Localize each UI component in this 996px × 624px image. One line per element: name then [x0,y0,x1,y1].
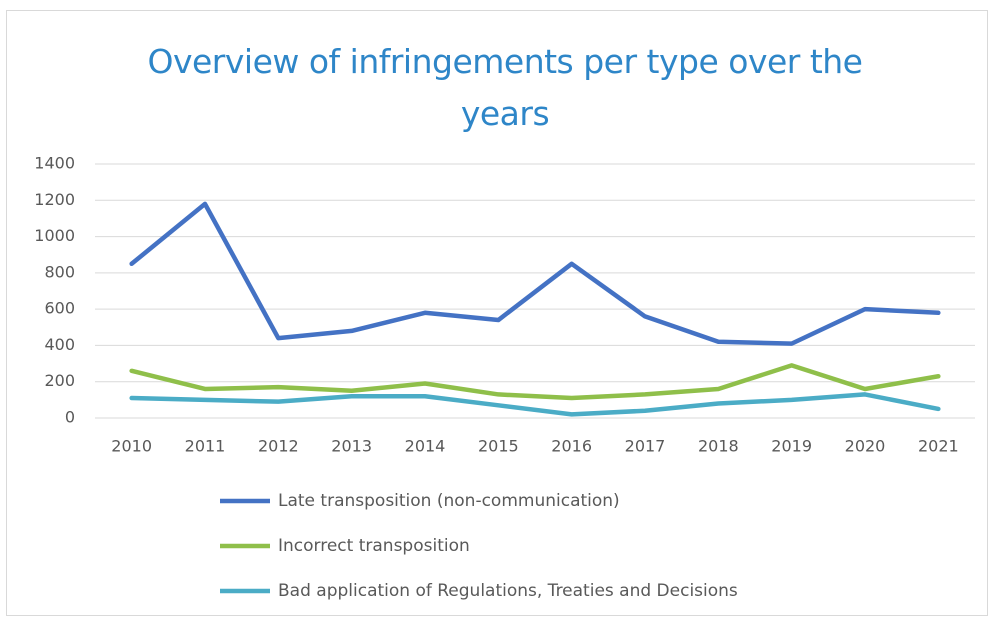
y-tick-label: 400 [44,335,75,354]
y-tick-label: 1200 [34,190,75,209]
x-tick-label: 2010 [111,437,152,456]
series-line [129,363,941,401]
x-tick-label: 2018 [698,437,739,456]
series-line [129,201,941,346]
x-tick-label: 2016 [551,437,592,456]
legend-label: Bad application of Regulations, Treaties… [278,581,738,601]
y-tick-label: 600 [44,299,75,318]
x-tick-label: 2015 [478,437,519,456]
y-tick-label: 0 [65,408,75,427]
chart-border [6,10,988,616]
y-tick-label: 200 [44,371,75,390]
series-line [129,392,941,417]
y-tick-label: 1000 [34,226,75,245]
x-tick-label: 2021 [918,437,959,456]
x-tick-label: 2012 [258,437,299,456]
legend-label: Incorrect transposition [278,536,470,556]
x-tick-label: 2019 [771,437,812,456]
x-tick-label: 2013 [331,437,372,456]
x-tick-label: 2011 [185,437,226,456]
x-tick-label: 2014 [405,437,446,456]
chart-title: Overview of infringements per type over … [147,42,864,133]
legend-label: Late transposition (non-communication) [278,491,620,511]
x-tick-label: 2020 [845,437,886,456]
y-tick-label: 800 [44,262,75,281]
x-tick-label: 2017 [625,437,666,456]
y-tick-label: 1400 [34,154,75,173]
